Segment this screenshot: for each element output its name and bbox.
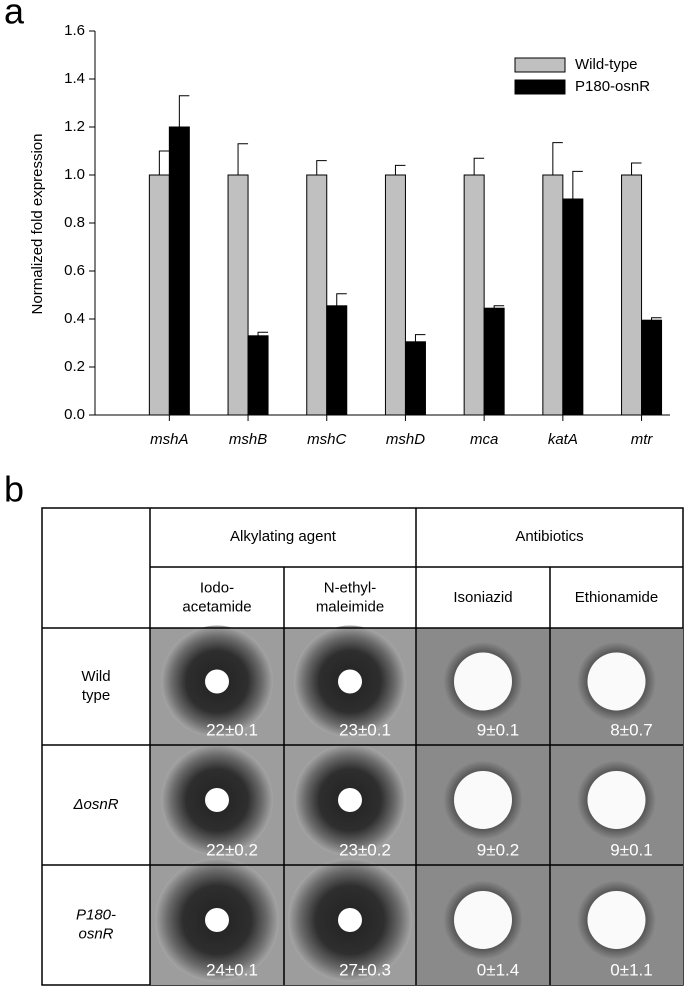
legend-swatch <box>514 57 566 73</box>
cell-text: Isoniazid <box>453 589 512 606</box>
cell-text: P180- <box>76 906 116 923</box>
zone-value: 24±0.1 <box>206 960 258 979</box>
zone-value: 9±0.2 <box>477 840 519 859</box>
bar <box>463 174 485 416</box>
y-tick-label: 0.6 <box>64 262 85 279</box>
cell-text: type <box>82 687 110 704</box>
legend-label: Wild-type <box>575 56 638 73</box>
y-tick-label: 1.0 <box>64 166 85 183</box>
zone-value: 22±0.1 <box>206 720 258 739</box>
x-tick-label: mtr <box>631 431 654 448</box>
error-bar <box>473 157 485 175</box>
bar <box>148 174 170 416</box>
y-tick-label: 1.4 <box>64 70 85 87</box>
disk <box>587 652 646 711</box>
y-tick-label: 0.2 <box>64 358 85 375</box>
error-bar <box>158 150 170 175</box>
zone-value: 22±0.2 <box>206 840 258 859</box>
y-tick-label: 0.0 <box>64 406 85 423</box>
legend-swatch <box>514 79 566 95</box>
panel-label: a <box>4 0 25 32</box>
x-tick-label: mshD <box>386 431 425 448</box>
legend-label: P180-osnR <box>575 78 650 95</box>
disk <box>205 788 229 812</box>
disk <box>338 669 362 694</box>
bar <box>542 174 564 416</box>
disk <box>338 788 362 812</box>
bar <box>168 126 190 416</box>
bar <box>641 319 663 416</box>
cell-text: ΔosnR <box>72 796 118 813</box>
disk <box>454 891 512 949</box>
x-tick-label: mshC <box>307 431 346 448</box>
bar <box>247 335 269 416</box>
y-axis-label: Normalized fold expression <box>29 134 46 315</box>
bar <box>562 198 584 416</box>
x-tick-label: mca <box>470 431 498 448</box>
x-tick-label: mshA <box>150 431 188 448</box>
error-bar <box>651 317 662 321</box>
y-tick-label: 1.6 <box>64 22 85 39</box>
error-bar <box>631 162 642 175</box>
error-bar <box>316 160 327 175</box>
bar <box>384 174 406 416</box>
cell-text: Iodo- <box>200 579 234 596</box>
zone-value: 0±1.1 <box>610 960 652 979</box>
error-bar <box>394 164 406 175</box>
zone-value: 9±0.1 <box>477 720 519 739</box>
disk <box>587 891 646 949</box>
zone-value: 23±0.1 <box>339 720 391 739</box>
zone-value: 9±0.1 <box>610 840 652 859</box>
error-bar <box>572 170 583 199</box>
y-tick-label: 0.8 <box>64 214 85 231</box>
zone-value: 23±0.2 <box>339 840 391 859</box>
group-header: Alkylating agent <box>230 528 337 545</box>
disk <box>454 652 512 711</box>
panel-label: b <box>4 469 24 510</box>
disk <box>587 771 646 829</box>
error-bar <box>237 143 249 175</box>
error-bar <box>257 331 269 336</box>
error-bar <box>336 293 347 306</box>
cell-text: Ethionamide <box>575 589 658 606</box>
bar <box>326 305 348 416</box>
y-tick-label: 1.2 <box>64 118 85 135</box>
zone-value: 8±0.7 <box>610 720 652 739</box>
bar <box>404 341 426 416</box>
group-header: Antibiotics <box>515 528 583 545</box>
y-tick-label: 0.4 <box>64 310 85 327</box>
cell-text: Wild <box>81 668 110 685</box>
bar <box>621 174 643 416</box>
cell-text: N-ethyl- <box>324 579 377 596</box>
bar <box>227 174 249 416</box>
x-tick-label: mshB <box>229 431 267 448</box>
cell-text: osnR <box>78 925 113 942</box>
error-bar <box>493 305 505 309</box>
disk <box>338 908 362 932</box>
bar <box>483 307 505 416</box>
error-bar <box>552 142 563 175</box>
zone-value: 27±0.3 <box>339 960 391 979</box>
error-bar <box>178 95 190 127</box>
bar <box>306 174 328 416</box>
cell-text: maleimide <box>316 598 384 615</box>
disk <box>205 669 229 694</box>
cell-text: acetamide <box>182 598 251 615</box>
disk <box>205 908 229 932</box>
zone-value: 0±1.4 <box>477 960 519 979</box>
x-tick-label: katA <box>548 431 578 448</box>
disk <box>454 771 512 829</box>
error-bar <box>414 334 426 342</box>
